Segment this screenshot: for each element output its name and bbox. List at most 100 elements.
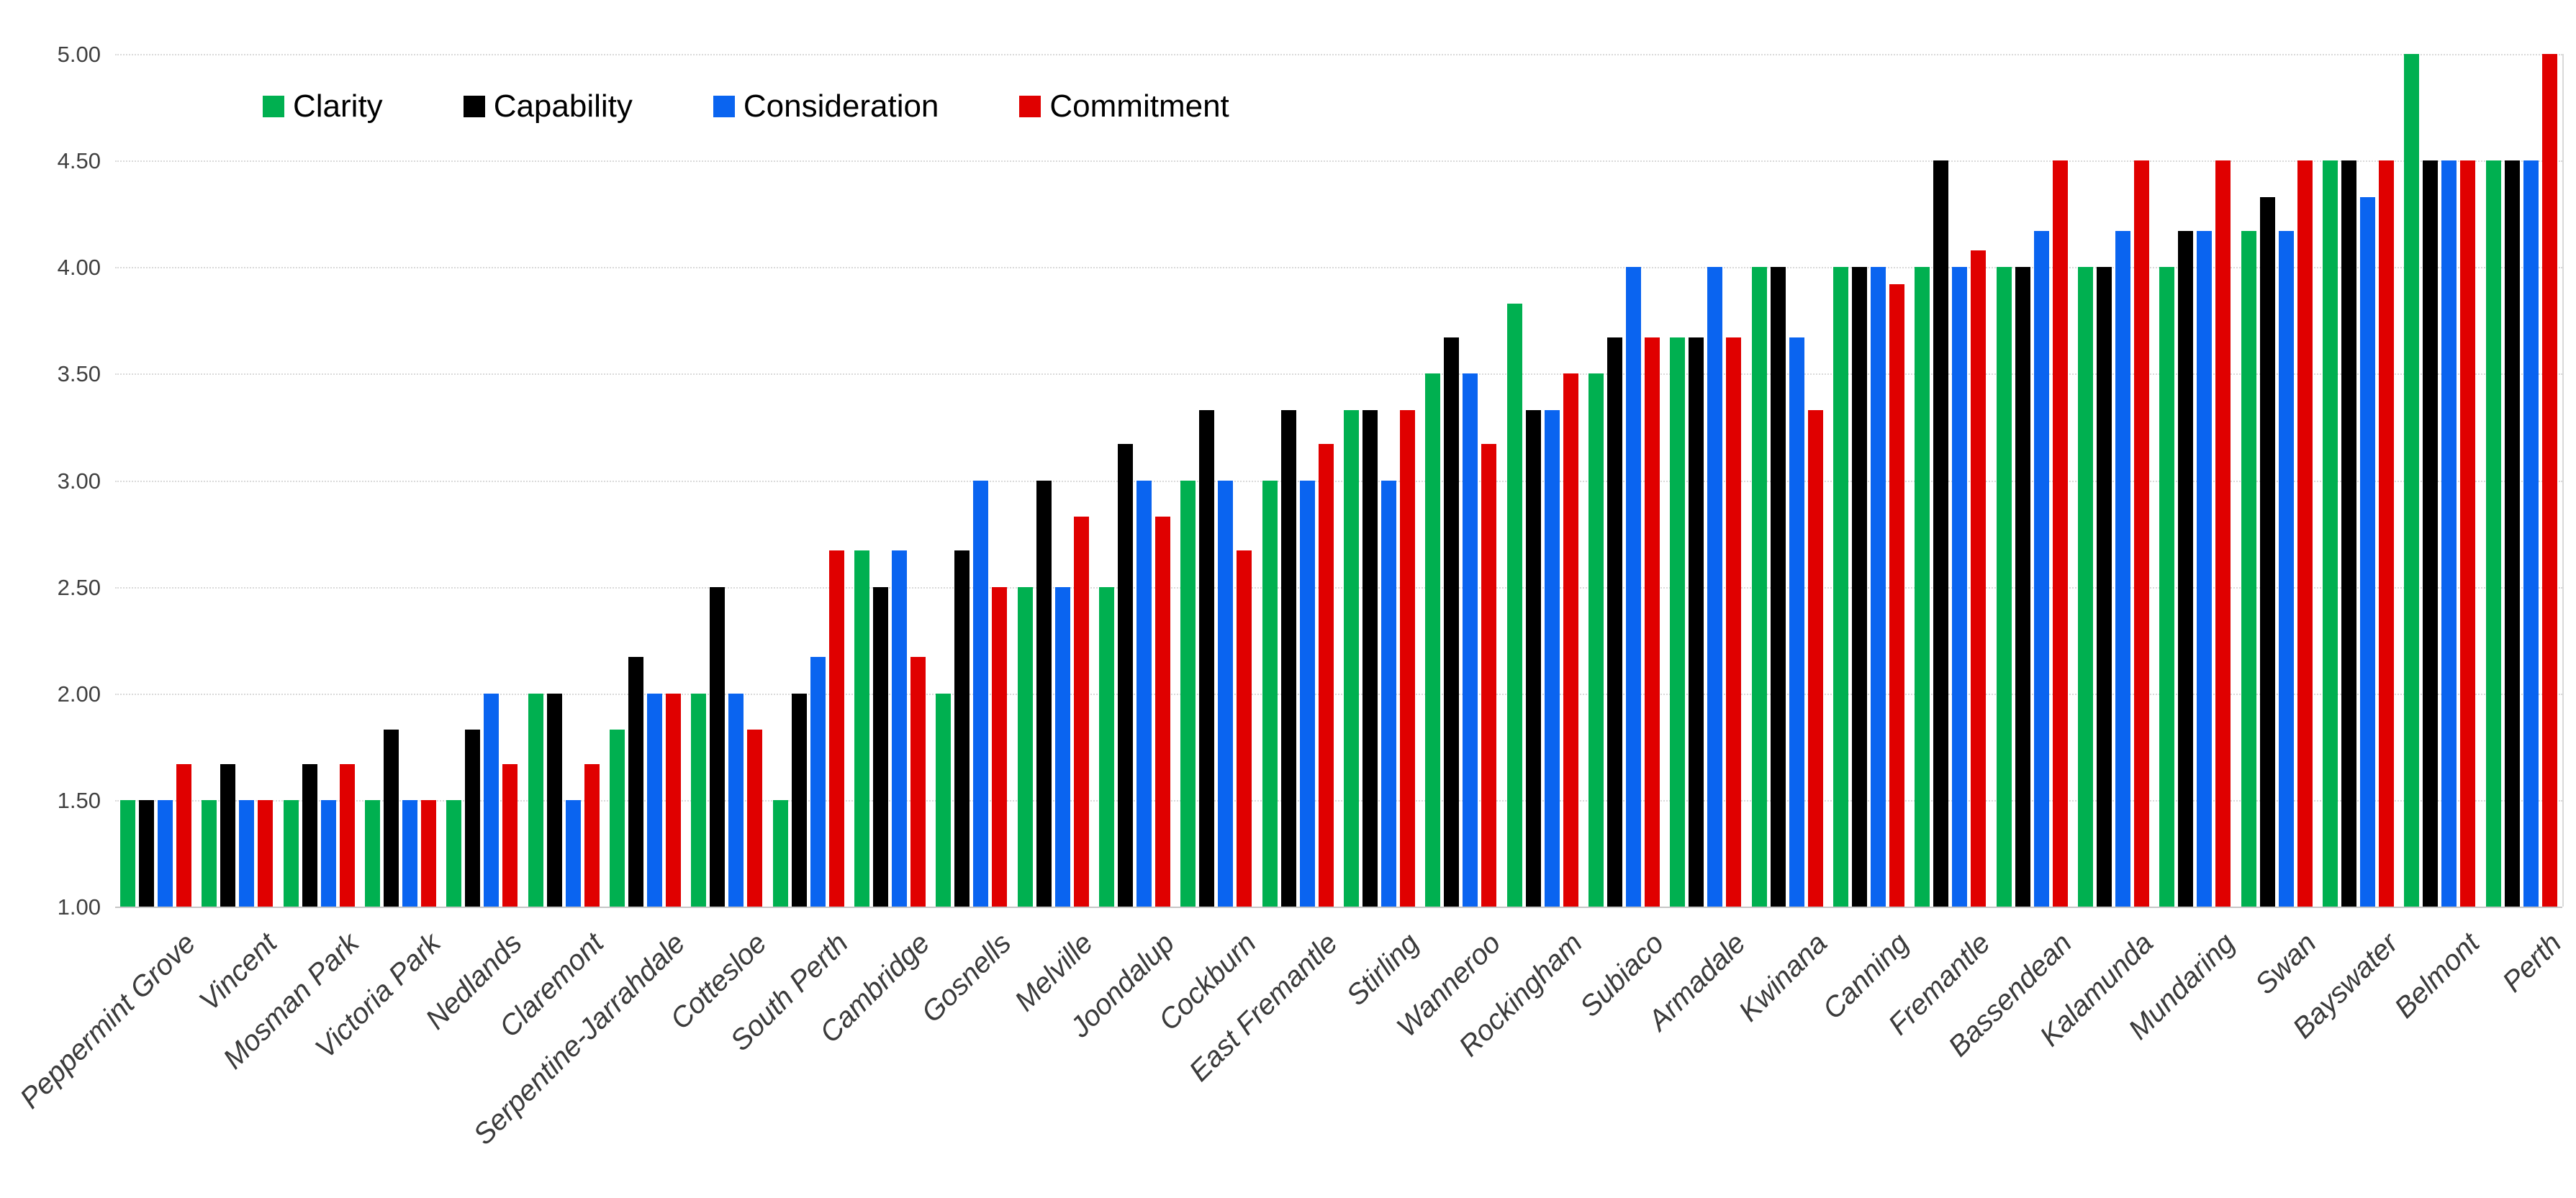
bar-group-nedlands: [441, 54, 523, 907]
bar-group-stirling: [1339, 54, 1420, 907]
bar-consideration-belmont: [2441, 160, 2457, 907]
bar-capability-stirling: [1362, 409, 1378, 907]
bar-consideration-subiaco: [1626, 267, 1642, 907]
bar-group-kwinana: [1747, 54, 1828, 907]
bar-commitment-canning: [1889, 283, 1905, 907]
gridline-4.00: [115, 267, 2562, 269]
legend-item-commitment: Commitment: [1019, 91, 1229, 122]
bar-group-cottesloe: [686, 54, 767, 907]
bar-group-rockingham: [1502, 54, 1583, 907]
bar-capability-kalamunda: [2097, 267, 2112, 907]
bar-clarity-victoria-park: [365, 799, 381, 907]
y-axis-label-3.00: 3.00: [57, 468, 101, 494]
bar-clarity-joondalup: [1099, 586, 1115, 907]
bar-clarity-claremont: [528, 693, 543, 907]
y-axis-label-1.00: 1.00: [57, 894, 101, 920]
bar-commitment-kwinana: [1807, 409, 1823, 907]
legend-swatch-icon-capability: [463, 96, 485, 117]
bar-group-cambridge: [849, 54, 931, 907]
bar-clarity-belmont: [2404, 54, 2420, 907]
bar-commitment-east-fremantle: [1318, 444, 1334, 907]
bar-commitment-subiaco: [1645, 337, 1660, 907]
bar-clarity-peppermint-grove: [120, 799, 136, 907]
bar-clarity-rockingham: [1506, 303, 1522, 907]
x-axis-label-kwinana: Kwinana: [1732, 927, 1834, 1028]
bar-consideration-wanneroo: [1463, 373, 1478, 907]
bar-group-cockburn: [1175, 54, 1257, 907]
bar-clarity-cockburn: [1180, 480, 1196, 907]
bar-capability-cambridge: [873, 586, 889, 907]
x-axis-label-peppermint-grove: Peppermint Grove: [14, 927, 202, 1115]
bar-group-joondalup: [1094, 54, 1175, 907]
bar-consideration-mundaring: [2197, 230, 2213, 907]
bar-commitment-cottesloe: [747, 730, 763, 907]
bar-commitment-cambridge: [910, 657, 926, 907]
bar-group-vincent: [196, 54, 278, 907]
bar-clarity-mundaring: [2159, 267, 2175, 907]
bar-capability-vincent: [220, 763, 236, 907]
bar-group-east-fremantle: [1257, 54, 1339, 907]
bar-commitment-nedlands: [502, 763, 518, 907]
y-axis-label-3.50: 3.50: [57, 361, 101, 387]
bar-consideration-mosman-park: [320, 799, 336, 907]
bar-commitment-gosnells: [992, 586, 1008, 907]
bar-capability-canning: [1852, 267, 1868, 907]
bar-capability-joondalup: [1118, 444, 1134, 907]
bar-consideration-bayswater: [2360, 196, 2376, 907]
bar-capability-bayswater: [2341, 160, 2357, 907]
bar-clarity-armadale: [1670, 337, 1686, 907]
bar-clarity-perth: [2485, 160, 2501, 907]
bar-consideration-south-perth: [810, 657, 826, 907]
bar-group-victoria-park: [360, 54, 441, 907]
legend-swatch-icon-consideration: [713, 96, 735, 117]
bar-clarity-bayswater: [2323, 160, 2338, 907]
bar-commitment-fremantle: [1971, 250, 1987, 907]
bar-capability-rockingham: [1525, 409, 1541, 907]
gridline-5.00: [115, 54, 2562, 55]
bar-capability-serpentine-jarrahdale: [628, 657, 644, 907]
x-axis-label-east-fremantle: East Fremantle: [1183, 927, 1345, 1088]
bar-capability-mundaring: [2178, 230, 2194, 907]
y-axis-label-5.00: 5.00: [57, 42, 101, 67]
bar-group-claremont: [523, 54, 605, 907]
bar-clarity-cottesloe: [691, 693, 707, 907]
bar-clarity-east-fremantle: [1262, 480, 1278, 907]
bar-capability-perth: [2504, 160, 2520, 907]
bar-group-armadale: [1665, 54, 1746, 907]
bar-group-kalamunda: [2073, 54, 2154, 907]
bar-commitment-belmont: [2460, 160, 2476, 907]
legend-swatch-icon-commitment: [1019, 96, 1041, 117]
bar-consideration-serpentine-jarrahdale: [647, 693, 663, 907]
legend-label-commitment: Commitment: [1049, 89, 1229, 124]
x-axis-label-gosnells: Gosnells: [916, 927, 1018, 1029]
bar-capability-nedlands: [465, 730, 481, 907]
plot-right-border: [2562, 54, 2564, 907]
bar-commitment-claremont: [584, 763, 600, 907]
bar-group-gosnells: [931, 54, 1012, 907]
bar-clarity-melville: [1017, 586, 1033, 907]
bar-consideration-swan: [2278, 230, 2294, 907]
bar-commitment-swan: [2297, 160, 2313, 907]
bar-commitment-victoria-park: [421, 799, 437, 907]
bar-commitment-south-perth: [828, 550, 844, 907]
bar-group-bayswater: [2318, 54, 2399, 907]
plot-area: [115, 54, 2564, 908]
bar-capability-fremantle: [1933, 160, 1949, 907]
bar-commitment-serpentine-jarrahdale: [666, 693, 682, 907]
legend-label-capability: Capability: [493, 89, 633, 124]
bar-group-wanneroo: [1420, 54, 1501, 907]
bar-consideration-fremantle: [1952, 267, 1968, 907]
legend-item-consideration: Consideration: [713, 91, 939, 122]
bar-group-mundaring: [2154, 54, 2236, 907]
bar-commitment-melville: [1073, 516, 1089, 907]
bar-group-mosman-park: [279, 54, 360, 907]
bar-clarity-vincent: [202, 799, 217, 907]
y-axis-label-2.00: 2.00: [57, 681, 101, 707]
bar-clarity-stirling: [1344, 409, 1360, 907]
bar-clarity-kwinana: [1751, 267, 1767, 907]
bar-group-perth: [2481, 54, 2562, 907]
gridline-3.00: [115, 480, 2562, 482]
bar-capability-victoria-park: [384, 730, 399, 907]
bar-consideration-joondalup: [1136, 480, 1152, 907]
bar-consideration-canning: [1871, 267, 1886, 907]
